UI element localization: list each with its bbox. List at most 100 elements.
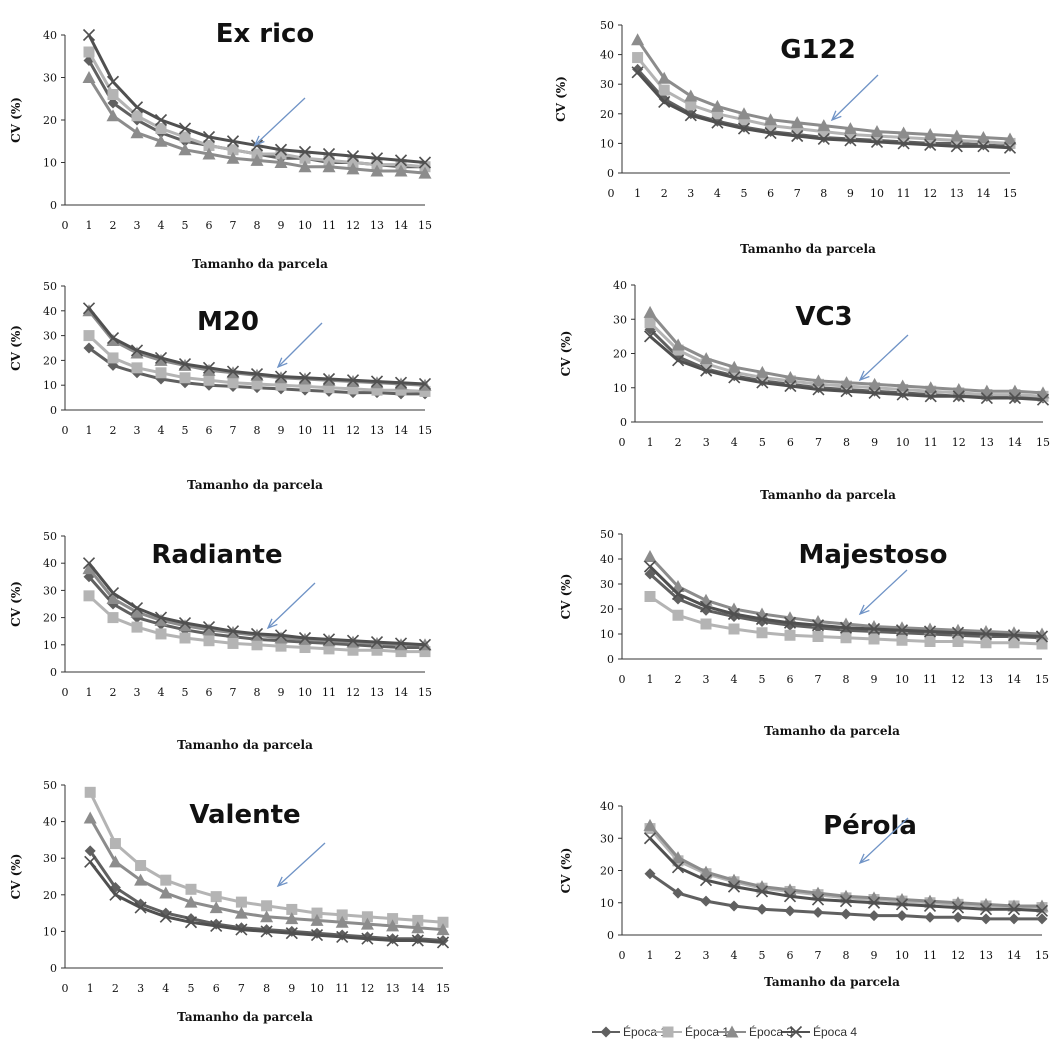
x-stroke — [226, 135, 240, 148]
y-tick-label: 0 — [607, 167, 614, 180]
x-stroke — [840, 385, 853, 398]
data-point — [227, 377, 239, 389]
x-tick-label: 0 — [62, 686, 69, 699]
data-point — [135, 860, 147, 872]
data-point — [361, 911, 373, 923]
y-tick-label: 10 — [43, 157, 57, 170]
data-point — [83, 590, 95, 602]
x-tick-label: 5 — [759, 673, 766, 686]
x-tick-label: 3 — [703, 949, 710, 962]
data-point — [202, 621, 216, 634]
data-point — [371, 644, 383, 656]
x-stroke — [756, 376, 769, 389]
arrow-head — [266, 618, 278, 630]
x-stroke — [951, 626, 965, 639]
x-stroke — [867, 896, 881, 909]
data-point — [977, 140, 990, 153]
x-stroke — [285, 927, 298, 940]
x-stroke — [867, 622, 881, 636]
y-tick-label: 10 — [613, 382, 627, 395]
x-tick-label: 2 — [110, 219, 117, 232]
data-point — [700, 895, 712, 907]
data-point — [202, 147, 216, 160]
data-point — [755, 612, 769, 626]
arrow-shaft — [267, 582, 316, 629]
data-point — [134, 901, 147, 914]
x-tick-label: 8 — [254, 424, 261, 437]
y-tick-label: 10 — [600, 137, 614, 150]
x-tick-label: 13 — [950, 187, 964, 200]
data-point — [791, 129, 804, 143]
data-point — [298, 631, 312, 645]
data-point — [844, 129, 856, 141]
x-axis-label: Tamanho da parcela — [764, 724, 900, 738]
data-point — [699, 865, 713, 878]
x-tick-label: 6 — [767, 187, 774, 200]
y-tick-label: 0 — [50, 199, 57, 212]
x-stroke — [895, 898, 909, 911]
x-stroke — [1035, 904, 1049, 917]
data-point — [710, 99, 724, 112]
x-stroke — [322, 372, 336, 386]
data-point — [437, 935, 449, 947]
x-tick-label: 1 — [634, 187, 641, 200]
x-tick-label: 8 — [843, 436, 850, 449]
data-point — [179, 372, 191, 384]
x-stroke — [868, 386, 881, 399]
x-axis-label: Tamanho da parcela — [177, 1010, 313, 1024]
data-point — [868, 377, 882, 390]
data-point — [154, 134, 168, 147]
data-point — [685, 99, 697, 111]
data-point — [155, 123, 167, 134]
data-point — [130, 126, 144, 139]
x-tick-label: 11 — [923, 949, 937, 962]
data-point — [711, 116, 724, 129]
legend-marker — [789, 1025, 803, 1039]
data-point — [159, 910, 172, 923]
arrow-head — [276, 876, 288, 888]
arrow-shaft — [277, 842, 326, 887]
x-tick-label: 7 — [238, 982, 245, 995]
x-stroke — [839, 621, 853, 634]
y-tick-label: 0 — [607, 929, 614, 942]
x-tick-label: 0 — [619, 949, 626, 962]
x-stroke — [711, 116, 724, 129]
x-tick-label: 11 — [335, 982, 349, 995]
data-point — [227, 637, 239, 649]
data-point — [811, 893, 825, 906]
x-tick-label: 14 — [1008, 436, 1022, 449]
x-stroke — [226, 365, 240, 378]
x-tick-label: 8 — [843, 673, 850, 686]
data-point — [684, 109, 697, 122]
data-point — [202, 623, 216, 636]
data-point — [737, 122, 751, 135]
x-stroke — [202, 361, 216, 374]
data-point — [631, 66, 644, 79]
x-stroke — [298, 145, 312, 158]
x-tick-label: 11 — [897, 187, 911, 200]
y-tick-label: 40 — [43, 29, 57, 42]
arrow-shaft — [859, 817, 909, 864]
x-tick-label: 11 — [924, 436, 938, 449]
x-stroke — [783, 890, 797, 903]
data-point — [643, 550, 657, 562]
x-stroke — [980, 391, 993, 405]
x-stroke — [844, 134, 857, 147]
x-tick-label: 6 — [787, 673, 794, 686]
x-axis-label: Tamanho da parcela — [740, 242, 876, 256]
x-tick-label: 10 — [870, 187, 884, 200]
data-point — [784, 905, 796, 917]
data-point — [979, 627, 993, 641]
x-stroke — [336, 930, 349, 943]
x-stroke — [684, 109, 697, 122]
data-point — [868, 910, 880, 922]
data-point — [839, 621, 853, 634]
x-stroke — [130, 602, 144, 615]
x-tick-label: 12 — [346, 686, 360, 699]
y-tick-label: 30 — [43, 584, 57, 597]
y-tick-label: 50 — [600, 19, 614, 32]
data-point — [250, 367, 264, 381]
data-point — [671, 338, 685, 351]
data-point — [346, 634, 360, 647]
